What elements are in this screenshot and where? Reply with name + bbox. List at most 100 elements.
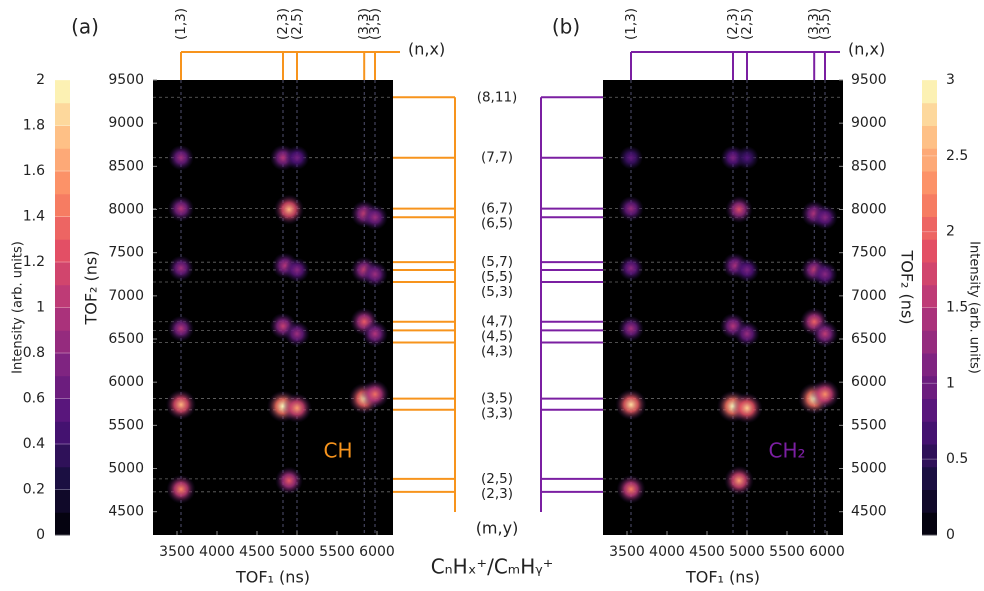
colorbar-tick-label: 3	[946, 72, 955, 88]
intensity-spot	[168, 315, 194, 342]
colorbar-band	[55, 421, 70, 445]
intensity-spot	[165, 389, 197, 420]
y-tick-label: 6000	[108, 374, 144, 390]
colorbar-tick-label: 0.8	[23, 345, 45, 361]
intensity-spot	[168, 255, 194, 281]
colorbar-tick-label: 1	[36, 300, 45, 316]
colorbar-tick-label: 0.2	[23, 482, 45, 498]
intensity-spot	[810, 379, 840, 409]
y-tick-label: 9000	[851, 115, 887, 131]
colorbar-band	[55, 444, 70, 468]
intensity-spot	[168, 195, 194, 222]
x-tick-label: 5000	[279, 544, 315, 560]
y-tick-label: 7000	[851, 288, 887, 304]
colorbar-band	[922, 193, 937, 217]
colorbar-band	[55, 80, 70, 104]
y-tick-label: 5000	[851, 461, 887, 477]
intensity-spot	[812, 261, 838, 287]
y-axis-label: TOF₂ (ns)	[898, 249, 917, 324]
intensity-spot	[734, 321, 760, 347]
panel-label: (b)	[552, 15, 580, 39]
marker-label: (3,5)	[817, 8, 833, 40]
marker-label: (3,3)	[806, 8, 822, 40]
colorbar-band	[55, 148, 70, 172]
intensity-spot	[282, 393, 312, 423]
marker-label: (3,3)	[481, 406, 513, 422]
colorbar-band	[55, 375, 70, 399]
intensity-spot	[725, 195, 753, 224]
colorbar-band	[55, 193, 70, 217]
intensity-spot	[616, 474, 646, 504]
y-tick-label: 9500	[108, 72, 144, 88]
colorbar-tick-label: 1	[946, 375, 955, 391]
x-tick-label: 3500	[609, 544, 645, 560]
x-tick-label: 6000	[359, 544, 395, 560]
marker-group-label: (n,x)	[848, 40, 885, 59]
colorbar-tick-label: 1.8	[23, 118, 45, 134]
y-tick-label: 9000	[108, 115, 144, 131]
colorbar-band	[55, 330, 70, 354]
colorbar-band	[922, 444, 937, 468]
marker-label: (2,5)	[739, 8, 755, 40]
colorbar-tick-label: 0.6	[23, 391, 45, 407]
marker-label: (4,3)	[481, 344, 513, 360]
intensity-spot	[275, 466, 303, 495]
marker-label: (6,7)	[481, 201, 513, 217]
y-tick-label: 5000	[108, 461, 144, 477]
y-tick-label: 8500	[108, 158, 144, 174]
colorbar-band	[922, 80, 937, 104]
marker-label: (7,7)	[481, 150, 513, 166]
x-tick-label: 3500	[159, 544, 195, 560]
colorbar-band	[55, 489, 70, 513]
species-label: CₙHₓ⁺/CₘHᵧ⁺	[431, 555, 554, 579]
colorbar-tick-label: 2	[36, 72, 45, 88]
marker-label: (3,5)	[367, 8, 383, 40]
x-tick-label: 4500	[239, 544, 275, 560]
marker-label: (2,5)	[289, 8, 305, 40]
marker-label: (1,3)	[173, 8, 189, 40]
intensity-spot	[362, 261, 388, 287]
x-axis-label: TOF₁ (ns)	[685, 568, 760, 587]
colorbar-band	[55, 239, 70, 263]
colorbar-tick-label: 2	[946, 224, 955, 240]
colorbar-band	[922, 330, 937, 354]
intensity-spot	[812, 204, 838, 230]
marker-label: (2,5)	[481, 471, 513, 487]
colorbar-tick-label: 0	[946, 527, 955, 543]
intensity-spot	[284, 321, 310, 347]
colorbar-tick-label: 0.5	[946, 451, 968, 467]
plot-area	[603, 80, 843, 535]
annotation: CH₂	[768, 439, 805, 463]
intensity-spot	[166, 474, 196, 504]
x-axis-label: TOF₁ (ns)	[235, 568, 310, 587]
intensity-spot	[811, 320, 839, 348]
marker-group-label: (m,y)	[476, 519, 519, 538]
colorbar-band	[922, 489, 937, 513]
y-tick-label: 7500	[851, 245, 887, 261]
colorbar-band	[55, 125, 70, 149]
colorbar-band	[55, 284, 70, 308]
intensity-spot	[618, 315, 644, 342]
intensity-spot	[273, 194, 305, 225]
marker-label: (3,3)	[356, 8, 372, 40]
colorbar-label: Intensity (arb. units)	[11, 241, 26, 374]
y-tick-label: 9500	[851, 72, 887, 88]
y-tick-label: 8500	[851, 158, 887, 174]
colorbar-band	[922, 284, 937, 308]
marker-label: (5,5)	[481, 269, 513, 285]
colorbar-tick-label: 2.5	[946, 148, 968, 164]
x-tick-label: 4000	[649, 544, 685, 560]
x-tick-label: 5000	[729, 544, 765, 560]
marker-label: (2,3)	[481, 486, 513, 502]
colorbar-band	[922, 262, 937, 286]
colorbar-band	[922, 171, 937, 195]
panel-label: (a)	[71, 15, 99, 39]
intensity-spot	[618, 196, 644, 222]
annotation: CH	[323, 439, 352, 463]
marker-label: (5,3)	[481, 284, 513, 300]
intensity-spot	[735, 146, 759, 170]
colorbar-band	[55, 216, 70, 240]
marker-group-label: (n,x)	[408, 40, 445, 59]
marker-label: (8,11)	[477, 89, 518, 105]
